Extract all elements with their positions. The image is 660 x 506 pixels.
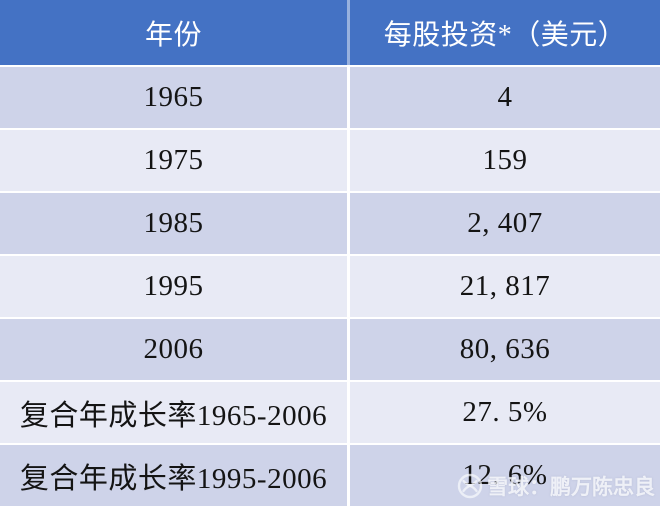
- table-row: 2006 80, 636: [0, 319, 660, 380]
- table-row: 1965 4: [0, 67, 660, 128]
- year-cell: 1985: [0, 193, 350, 254]
- year-column-header: 年份: [0, 0, 350, 65]
- table-row: 1985 2, 407: [0, 193, 660, 254]
- table-header-row: 年份 每股投资*（美元）: [0, 0, 660, 65]
- value-cell: 27. 5%: [350, 382, 660, 443]
- year-cell: 2006: [0, 319, 350, 380]
- cagr-label-cell: 复合年成长率1965-2006: [0, 382, 350, 443]
- watermark-text: 雪球：鹏万陈忠良: [487, 476, 655, 499]
- value-cell: 21, 817: [350, 256, 660, 317]
- cagr-label-cell: 复合年成长率1995-2006: [0, 445, 350, 506]
- table-row: 1995 21, 817: [0, 256, 660, 317]
- value-cell: 159: [350, 130, 660, 191]
- table-row: 1975 159: [0, 130, 660, 191]
- watermark: 雪球：鹏万陈忠良: [457, 471, 655, 501]
- investment-column-header: 每股投资*（美元）: [383, 19, 627, 51]
- value-cell: 2, 407: [350, 193, 660, 254]
- value-cell: 4: [350, 67, 660, 128]
- table-row: 复合年成长率1965-2006 27. 5%: [0, 382, 660, 443]
- year-cell: 1975: [0, 130, 350, 191]
- value-cell: 80, 636: [350, 319, 660, 380]
- year-cell: 1965: [0, 67, 350, 128]
- xueqiu-logo-icon: [457, 473, 483, 499]
- year-cell: 1995: [0, 256, 350, 317]
